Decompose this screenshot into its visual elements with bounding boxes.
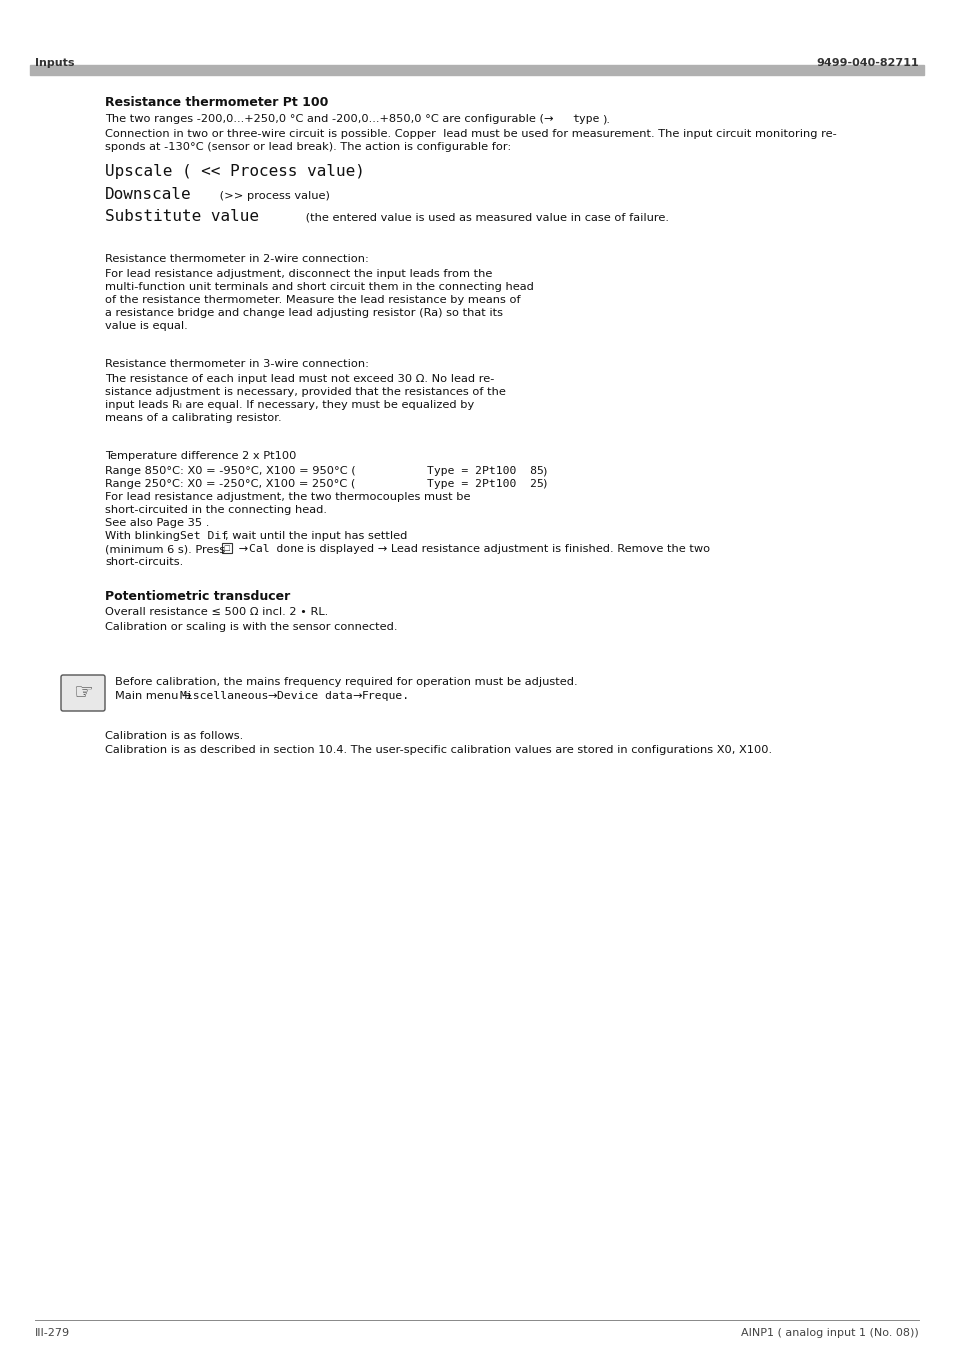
Text: AINP1 ( analog input 1 (No. 08)): AINP1 ( analog input 1 (No. 08)) <box>740 1328 918 1338</box>
Text: →: → <box>234 544 248 554</box>
Text: short-circuits.: short-circuits. <box>105 558 183 567</box>
Text: Set Dif: Set Dif <box>180 531 228 541</box>
Text: Type = 2Pt100  25: Type = 2Pt100 25 <box>427 479 543 489</box>
Text: ).: ). <box>601 113 609 124</box>
Text: See also Page 35 .: See also Page 35 . <box>105 518 209 528</box>
Text: Freque.: Freque. <box>361 691 410 701</box>
Text: multi-function unit terminals and short circuit them in the connecting head: multi-function unit terminals and short … <box>105 282 534 292</box>
Text: Range 850°C: X0 = -950°C, X100 = 950°C (: Range 850°C: X0 = -950°C, X100 = 950°C ( <box>105 466 355 477</box>
Text: short-circuited in the connecting head.: short-circuited in the connecting head. <box>105 505 327 514</box>
Text: □: □ <box>223 545 230 551</box>
Text: input leads Rₗ are equal. If necessary, they must be equalized by: input leads Rₗ are equal. If necessary, … <box>105 400 474 410</box>
Text: a resistance bridge and change lead adjusting resistor (Ra) so that its: a resistance bridge and change lead adju… <box>105 308 502 319</box>
Text: (>> process value): (>> process value) <box>215 190 330 201</box>
Text: Upscale ( << Process value): Upscale ( << Process value) <box>105 163 364 180</box>
Text: type: type <box>572 113 598 124</box>
Text: Connection in two or three-wire circuit is possible. Copper  lead must be used f: Connection in two or three-wire circuit … <box>105 130 836 139</box>
Text: 9499-040-82711: 9499-040-82711 <box>816 58 918 68</box>
Text: Potentiometric transducer: Potentiometric transducer <box>105 590 290 603</box>
Text: Type = 2Pt100  85: Type = 2Pt100 85 <box>427 466 543 477</box>
Text: Substitute value: Substitute value <box>105 209 258 224</box>
Text: Resistance thermometer in 3-wire connection:: Resistance thermometer in 3-wire connect… <box>105 359 369 369</box>
Text: sponds at -130°C (sensor or lead break). The action is configurable for:: sponds at -130°C (sensor or lead break).… <box>105 142 511 153</box>
Text: (minimum 6 s). Press: (minimum 6 s). Press <box>105 544 229 554</box>
Text: With blinking: With blinking <box>105 531 183 541</box>
Text: ): ) <box>541 479 546 489</box>
Bar <box>222 543 232 554</box>
Text: , wait until the input has settled: , wait until the input has settled <box>225 531 407 541</box>
Bar <box>30 65 923 76</box>
Text: of the resistance thermometer. Measure the lead resistance by means of: of the resistance thermometer. Measure t… <box>105 296 520 305</box>
Text: The two ranges -200,0...+250,0 °C and -200,0...+850,0 °C are configurable (→: The two ranges -200,0...+250,0 °C and -2… <box>105 113 557 124</box>
Text: ): ) <box>541 466 546 477</box>
Text: Downscale: Downscale <box>105 188 192 202</box>
Text: sistance adjustment is necessary, provided that the resistances of the: sistance adjustment is necessary, provid… <box>105 387 505 397</box>
Text: For lead resistance adjustment, disconnect the input leads from the: For lead resistance adjustment, disconne… <box>105 269 492 279</box>
Text: For lead resistance adjustment, the two thermocouples must be: For lead resistance adjustment, the two … <box>105 491 470 502</box>
Text: Range 250°C: X0 = -250°C, X100 = 250°C (: Range 250°C: X0 = -250°C, X100 = 250°C ( <box>105 479 355 489</box>
Text: III-279: III-279 <box>35 1328 71 1338</box>
Text: Main menu →: Main menu → <box>115 691 192 701</box>
Text: Resistance thermometer Pt 100: Resistance thermometer Pt 100 <box>105 96 328 109</box>
Text: means of a calibrating resistor.: means of a calibrating resistor. <box>105 413 281 423</box>
Text: Calibration or scaling is with the sensor connected.: Calibration or scaling is with the senso… <box>105 622 397 632</box>
Text: is displayed → Lead resistance adjustment is finished. Remove the two: is displayed → Lead resistance adjustmen… <box>303 544 709 554</box>
FancyBboxPatch shape <box>61 675 105 711</box>
Text: Cal done: Cal done <box>249 544 304 554</box>
Text: Before calibration, the mains frequency required for operation must be adjusted.: Before calibration, the mains frequency … <box>115 676 577 687</box>
Text: Inputs: Inputs <box>35 58 74 68</box>
Text: ☞: ☞ <box>73 683 92 703</box>
Text: Device data: Device data <box>276 691 353 701</box>
Text: Miscellaneous: Miscellaneous <box>180 691 269 701</box>
Text: value is equal.: value is equal. <box>105 321 188 331</box>
Text: Calibration is as described in section 10.4. The user-specific calibration value: Calibration is as described in section 1… <box>105 745 771 755</box>
Text: Calibration is as follows.: Calibration is as follows. <box>105 730 243 741</box>
Text: →: → <box>267 691 276 701</box>
Text: Temperature difference 2 x Pt100: Temperature difference 2 x Pt100 <box>105 451 296 460</box>
Text: (the entered value is used as measured value in case of failure.: (the entered value is used as measured v… <box>302 213 668 223</box>
Text: The resistance of each input lead must not exceed 30 Ω. No lead re-: The resistance of each input lead must n… <box>105 374 494 383</box>
Text: →: → <box>352 691 361 701</box>
Text: Overall resistance ≤ 500 Ω incl. 2 • RL.: Overall resistance ≤ 500 Ω incl. 2 • RL. <box>105 608 328 617</box>
Text: Resistance thermometer in 2-wire connection:: Resistance thermometer in 2-wire connect… <box>105 254 369 265</box>
